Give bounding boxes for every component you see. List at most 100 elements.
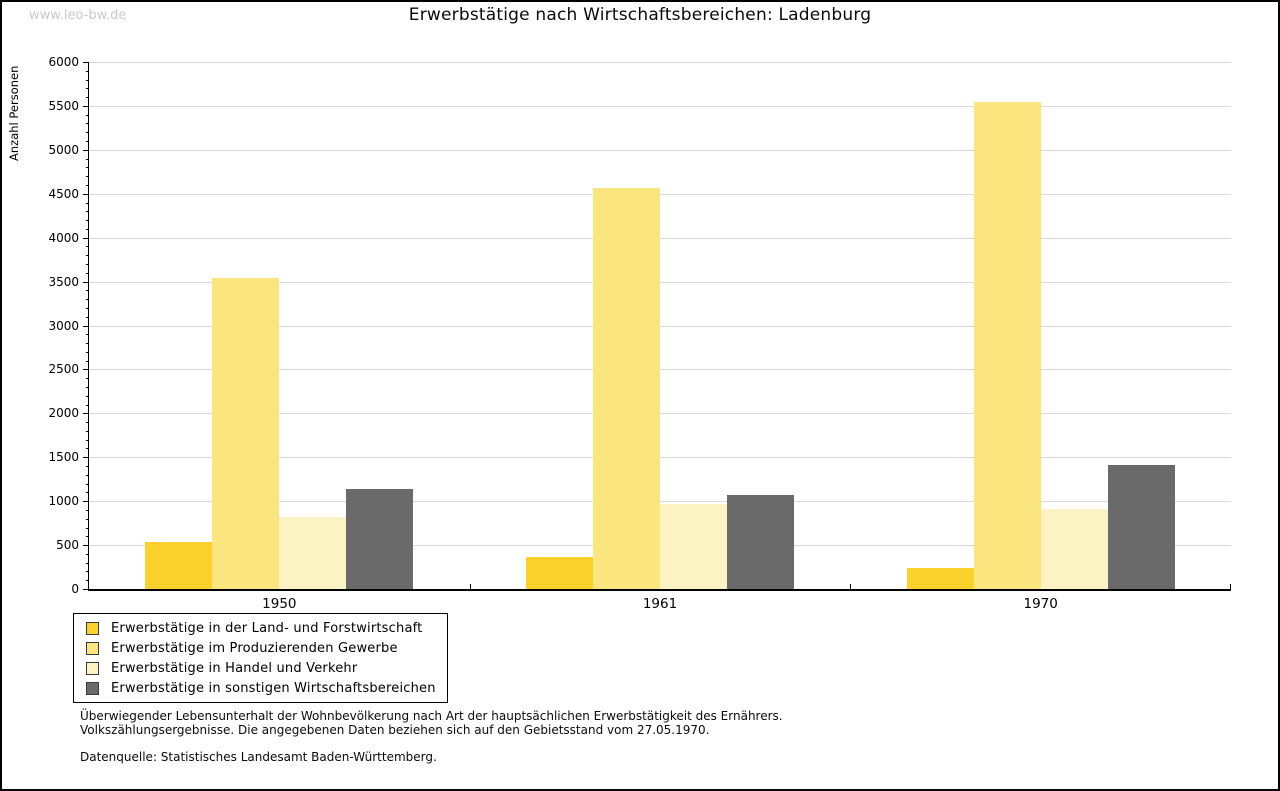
y-axis-tick-label-0: 0	[71, 582, 79, 596]
y-axis-minor-tick-3200	[86, 307, 89, 309]
y-axis-major-tick-0	[83, 589, 89, 590]
y-axis-minor-tick-4100	[86, 228, 89, 230]
y-axis-minor-tick-1200	[86, 483, 89, 485]
y-axis-minor-tick-3800	[86, 255, 89, 257]
x-axis-tick-label-1950: 1950	[262, 596, 297, 612]
y-axis-minor-tick-3100	[86, 316, 89, 318]
legend-swatch-sonstige-bereiche	[86, 681, 99, 695]
bar-group-1950	[89, 62, 470, 589]
legend-row-handel-verkehr: Erwerbstätige in Handel und Verkehr	[86, 658, 436, 678]
y-axis-minor-tick-700	[86, 527, 89, 529]
footnote-source: Datenquelle: Statistisches Landesamt Bad…	[80, 750, 437, 764]
gridline-2500	[89, 369, 1231, 371]
bar-handel-verkehr-1970	[1040, 509, 1108, 589]
gridline-2000	[89, 413, 1231, 415]
y-axis-minor-tick-3300	[86, 299, 89, 301]
y-axis-minor-tick-4900	[86, 158, 89, 160]
x-axis-boundary-tick-1	[469, 584, 471, 589]
legend-label-land-forstwirtschaft: Erwerbstätige in der Land- und Forstwirt…	[111, 620, 423, 636]
y-axis-minor-tick-3700	[86, 264, 89, 266]
y-axis-major-tick-1000	[83, 501, 89, 503]
y-axis-tick-label-5000: 5000	[48, 142, 79, 157]
gridline-3000	[89, 325, 1231, 327]
y-axis-minor-tick-4800	[86, 167, 89, 169]
bar-group-1961	[470, 62, 851, 589]
y-axis-minor-tick-4400	[86, 202, 89, 204]
y-axis-minor-tick-3900	[86, 246, 89, 248]
y-axis-major-tick-6000	[83, 62, 89, 63]
bar-sonstige-bereiche-1950	[346, 488, 414, 589]
y-axis-minor-tick-600	[86, 536, 89, 538]
y-axis-minor-tick-300	[86, 562, 89, 564]
x-axis-boundary-tick-end	[1230, 584, 1231, 589]
y-axis-tick-label-3500: 3500	[48, 274, 79, 289]
gridline-5000	[89, 149, 1231, 151]
gridline-1000	[89, 501, 1231, 503]
footnote-line-1: Überwiegender Lebensunterhalt der Wohnbe…	[80, 709, 783, 723]
bar-land-forstwirtschaft-1950	[145, 541, 213, 589]
gridline-4500	[89, 193, 1231, 195]
y-axis-minor-tick-2100	[86, 404, 89, 406]
y-axis-minor-tick-5200	[86, 132, 89, 134]
y-axis-minor-tick-3600	[86, 272, 89, 274]
y-axis-minor-tick-4700	[86, 176, 89, 178]
y-axis-minor-tick-1600	[86, 448, 89, 450]
bar-land-forstwirtschaft-1970	[906, 567, 974, 589]
x-axis-boundary-tick-2	[850, 584, 852, 589]
y-axis-minor-tick-2700	[86, 351, 89, 353]
y-axis-major-tick-2500	[83, 369, 89, 371]
y-axis-major-tick-5500	[83, 105, 89, 107]
y-axis-minor-tick-2200	[86, 395, 89, 397]
legend-label-sonstige-bereiche: Erwerbstätige in sonstigen Wirtschaftsbe…	[111, 680, 436, 696]
y-axis-minor-tick-200	[86, 571, 89, 573]
y-axis-major-tick-2000	[83, 413, 89, 415]
bar-handel-verkehr-1961	[659, 503, 727, 589]
y-axis-minor-tick-2800	[86, 343, 89, 345]
y-axis-minor-tick-900	[86, 509, 89, 511]
y-axis-minor-tick-5100	[86, 141, 89, 143]
gridline-5500	[89, 105, 1231, 107]
y-axis-minor-tick-4200	[86, 220, 89, 222]
y-axis-minor-tick-1300	[86, 474, 89, 476]
y-axis-minor-tick-4600	[86, 184, 89, 186]
chart-title: Erwerbstätige nach Wirtschaftsbereichen:…	[408, 5, 872, 25]
y-axis-minor-tick-4300	[86, 211, 89, 213]
x-axis-tick-label-1970: 1970	[1023, 596, 1058, 612]
y-axis-minor-tick-2600	[86, 360, 89, 362]
y-axis-minor-tick-1700	[86, 439, 89, 441]
bar-sonstige-bereiche-1961	[726, 495, 794, 589]
y-axis-major-tick-3500	[83, 281, 89, 283]
y-axis-tick-label-5500: 5500	[48, 98, 79, 113]
legend-swatch-produzierendes-gewerbe	[86, 641, 99, 655]
legend-row-land-forstwirtschaft: Erwerbstätige in der Land- und Forstwirt…	[86, 618, 436, 638]
y-axis-tick-label-500: 500	[56, 538, 79, 553]
legend-label-handel-verkehr: Erwerbstätige in Handel und Verkehr	[111, 660, 358, 676]
footnote-line-2: Volkszählungsergebnisse. Die angegebenen…	[80, 722, 710, 737]
bar-land-forstwirtschaft-1961	[525, 557, 593, 589]
y-axis-minor-tick-800	[86, 518, 89, 520]
y-axis-major-tick-4500	[83, 193, 89, 195]
x-axis-tick-label-1961: 1961	[642, 596, 678, 612]
y-axis-minor-tick-2900	[86, 334, 89, 336]
y-axis-minor-tick-1900	[86, 422, 89, 424]
y-axis-tick-label-4000: 4000	[48, 230, 79, 245]
gridline-6000	[89, 62, 1231, 63]
y-axis-minor-tick-400	[86, 553, 89, 555]
y-axis-minor-tick-1400	[86, 466, 89, 468]
y-axis-tick-label-2000: 2000	[48, 406, 79, 421]
legend-row-produzierendes-gewerbe: Erwerbstätige im Produzierenden Gewerbe	[86, 638, 436, 658]
bar-produzierendes-gewerbe-1961	[592, 187, 660, 589]
y-axis-major-tick-1500	[83, 457, 89, 459]
y-axis-major-tick-5000	[83, 149, 89, 151]
y-axis-minor-tick-1100	[86, 492, 89, 494]
bar-group-1970	[850, 62, 1231, 589]
y-axis-tick-label-3000: 3000	[48, 318, 79, 333]
bar-handel-verkehr-1950	[279, 516, 347, 589]
legend-label-produzierendes-gewerbe: Erwerbstätige im Produzierenden Gewerbe	[111, 640, 398, 656]
y-axis-minor-tick-1800	[86, 430, 89, 432]
y-axis-tick-label-1000: 1000	[48, 494, 79, 509]
y-axis-major-tick-4000	[83, 237, 89, 239]
y-axis-tick-label-4500: 4500	[48, 186, 79, 201]
y-axis-minor-tick-5600	[86, 97, 89, 99]
